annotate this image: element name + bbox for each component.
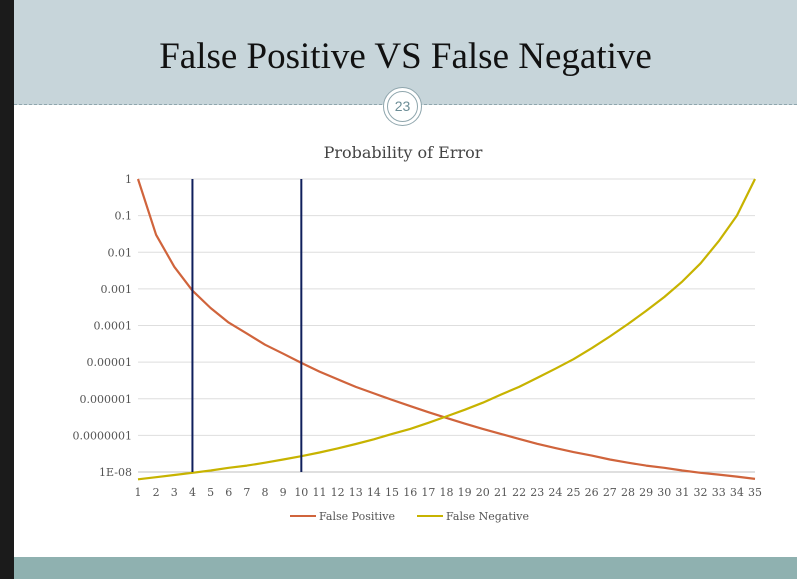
x-tick-label: 7 — [243, 486, 250, 499]
slide-number: 23 — [387, 91, 418, 122]
x-tick-label: 30 — [657, 486, 671, 499]
x-tick-label: 26 — [585, 486, 599, 499]
y-tick-label: 0.001 — [101, 283, 133, 296]
x-tick-label: 34 — [730, 486, 744, 499]
false-positive-line — [136, 178, 756, 480]
x-tick-label: 25 — [567, 486, 581, 499]
x-tick-label: 31 — [675, 486, 689, 499]
slide: False Positive VS False Negative 23 Prob… — [14, 0, 797, 579]
slide-number-badge: 23 — [383, 87, 422, 126]
series-lines — [136, 178, 756, 481]
y-tick-label: 1 — [125, 173, 132, 186]
x-tick-label: 1 — [135, 486, 142, 499]
x-tick-label: 23 — [530, 486, 544, 499]
x-tick-label: 24 — [548, 486, 562, 499]
x-tick-label: 16 — [403, 486, 417, 499]
x-tick-label: 2 — [153, 486, 160, 499]
y-tick-label: 0.1 — [115, 210, 133, 223]
x-tick-label: 35 — [748, 486, 762, 499]
y-tick-label: 0.0000001 — [73, 429, 133, 442]
y-tick-label: 0.0001 — [94, 320, 133, 333]
x-tick-label: 8 — [262, 486, 269, 499]
legend-false-positive-label: False Positive — [319, 510, 395, 523]
x-tick-label: 11 — [312, 486, 326, 499]
error-probability-chart: Probability of Error 1 0.1 0.01 0.001 0.0001… — [73, 143, 763, 523]
y-tick-label: 0.00001 — [87, 356, 133, 369]
x-tick-label: 13 — [349, 486, 363, 499]
slide-footer — [14, 557, 797, 579]
x-tick-label: 5 — [207, 486, 214, 499]
slide-title: False Positive VS False Negative — [159, 36, 652, 77]
x-tick-label: 32 — [694, 486, 708, 499]
chart-title: Probability of Error — [324, 143, 483, 162]
x-axis-ticks: 1 2 3 4 5 6 7 8 9 10 11 12 13 14 15 16 17 18 19 20 21 22 23 24 2… — [135, 486, 763, 499]
x-tick-label: 12 — [331, 486, 345, 499]
x-tick-label: 19 — [458, 486, 472, 499]
x-tick-label: 29 — [639, 486, 653, 499]
chart-legend: False Positive False Negative — [290, 510, 529, 523]
y-tick-label: 1E-08 — [99, 466, 132, 479]
x-tick-label: 15 — [385, 486, 399, 499]
x-tick-label: 17 — [421, 486, 435, 499]
y-tick-label: 0.01 — [108, 246, 133, 259]
x-tick-label: 28 — [621, 486, 635, 499]
x-tick-label: 14 — [367, 486, 381, 499]
chart-gridlines — [138, 178, 755, 473]
x-tick-label: 18 — [440, 486, 454, 499]
threshold-markers — [191, 179, 303, 472]
legend-false-negative-label: False Negative — [446, 510, 529, 523]
x-tick-label: 6 — [225, 486, 232, 499]
x-tick-label: 3 — [171, 486, 178, 499]
x-tick-label: 27 — [603, 486, 617, 499]
x-tick-label: 4 — [189, 486, 196, 499]
x-tick-label: 20 — [476, 486, 490, 499]
y-axis-ticks: 1 0.1 0.01 0.001 0.0001 0.00001 0.000001 0.0000… — [73, 173, 133, 479]
false-negative-line — [137, 178, 756, 481]
y-tick-label: 0.000001 — [80, 393, 133, 406]
x-tick-label: 9 — [280, 486, 287, 499]
x-tick-label: 10 — [294, 486, 308, 499]
x-tick-label: 22 — [512, 486, 526, 499]
x-tick-label: 21 — [494, 486, 508, 499]
x-tick-label: 33 — [712, 486, 726, 499]
